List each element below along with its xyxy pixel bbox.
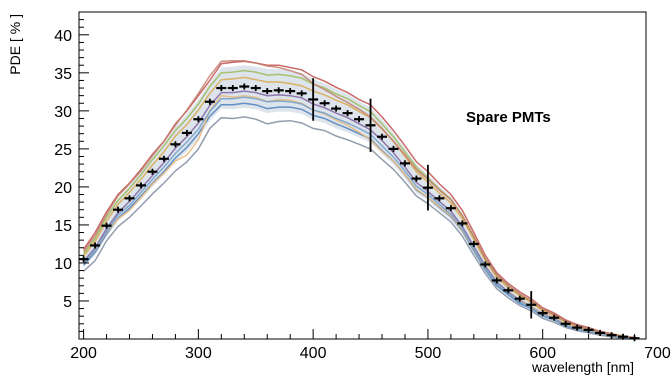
series-line-3 <box>83 102 635 340</box>
series-line-1 <box>82 60 635 339</box>
mean-point <box>331 105 342 112</box>
mean-point <box>572 324 583 331</box>
mean-point <box>147 168 158 175</box>
x-tick-label: 700 <box>644 345 671 362</box>
chart-annotation: Spare PMTs <box>466 109 551 126</box>
mean-point <box>365 98 376 152</box>
x-tick-label: 200 <box>70 345 97 362</box>
mean-point <box>170 141 181 148</box>
mean-point <box>285 88 296 95</box>
mean-point <box>549 314 560 321</box>
mean-point <box>537 310 548 317</box>
x-axis-ticks: 200 300 400 500 600 700 <box>70 329 671 362</box>
mean-point <box>354 116 365 123</box>
mean-point <box>388 145 399 152</box>
mean-point <box>158 155 169 162</box>
mean-point <box>457 220 468 227</box>
mean-point <box>411 175 422 182</box>
mean-point <box>422 164 433 211</box>
mean-point <box>101 222 112 229</box>
x-axis-title: wavelength [nm] <box>531 359 634 375</box>
mean-point <box>181 129 192 136</box>
mean-point <box>595 329 606 336</box>
mean-point <box>308 78 319 121</box>
x-tick-label: 600 <box>529 345 556 362</box>
mean-point <box>135 182 146 189</box>
x-tick-label: 300 <box>185 345 212 362</box>
mean-point <box>262 88 273 95</box>
x-tick-label: 500 <box>415 345 442 362</box>
mean-point <box>78 256 89 263</box>
y-axis-title: PDE [ % ] <box>7 14 23 75</box>
x-tick-label: 400 <box>300 345 327 362</box>
plot-frame <box>78 11 647 340</box>
mean-point <box>434 195 445 202</box>
mean-point <box>319 100 330 107</box>
mean-point <box>193 116 204 123</box>
mean-point <box>296 90 307 97</box>
series-line-6 <box>83 116 635 340</box>
y-axis-ticks: 5 10 15 20 25 30 35 40 <box>54 19 89 332</box>
mean-point <box>560 320 571 327</box>
mean-point <box>342 110 353 117</box>
mean-point <box>526 291 537 319</box>
mean-point <box>399 160 410 167</box>
y-tick-label: 10 <box>54 256 72 273</box>
y-tick-label: 35 <box>54 66 72 83</box>
y-tick-label: 25 <box>54 142 72 159</box>
mean-point <box>583 326 594 333</box>
mean-point <box>503 287 514 294</box>
y-tick-label: 30 <box>54 104 72 121</box>
y-tick-label: 20 <box>54 180 72 197</box>
y-tick-label: 15 <box>54 218 72 235</box>
mean-point <box>273 87 284 94</box>
mean-point <box>514 295 525 302</box>
mean-point <box>250 85 261 92</box>
mean-point <box>204 98 215 105</box>
mean-point <box>216 85 227 92</box>
mean-point <box>124 195 135 202</box>
mean-point <box>113 206 124 213</box>
y-tick-label: 5 <box>63 294 72 311</box>
y-tick-label: 40 <box>54 28 72 45</box>
mean-point <box>445 205 456 212</box>
mean-point <box>480 261 491 268</box>
mean-point <box>491 277 502 284</box>
series-line-8 <box>82 59 635 339</box>
mean-point <box>227 85 238 92</box>
mean-point <box>90 242 101 249</box>
mean-point <box>377 133 388 140</box>
mean-point <box>468 240 479 247</box>
mean-point <box>239 83 250 90</box>
